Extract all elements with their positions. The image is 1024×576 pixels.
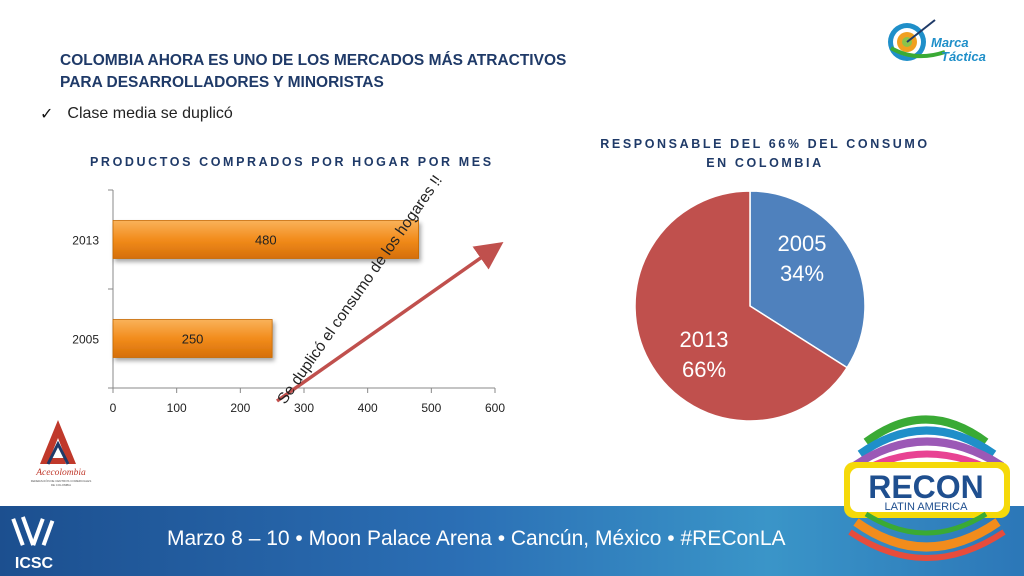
recon-logo: RECON LATIN AMERICA [844, 415, 1010, 561]
bullet-item: ✓ Clase media se duplicó [40, 104, 233, 124]
bar-x-tick-label: 300 [294, 401, 314, 415]
acecolombia-logo: Acecolombia FEDERACIÓN DE CENTROS COMERC… [31, 420, 92, 487]
slide-title-line2: PARA DESARROLLADORES Y MINORISTAS [60, 74, 384, 91]
bar-x-tick-label: 200 [230, 401, 250, 415]
pie-title-line2: EN COLOMBIA [706, 156, 824, 170]
acecolombia-sub2: DE COLOMBIA [51, 483, 71, 487]
tactica-text: Táctica [941, 49, 986, 64]
pie-slice-2013 [634, 190, 849, 422]
bar-x-tick-label: 600 [485, 401, 505, 415]
bar-2005 [112, 319, 273, 358]
pie-label-pct-2005: 34% [780, 261, 824, 286]
recon-text: RECON [868, 469, 984, 505]
pie-label-year-2005: 2005 [778, 231, 827, 256]
footer-event-text: Marzo 8 – 10 • Moon Palace Arena • Cancú… [167, 527, 786, 550]
pie-label-pct-2013: 66% [682, 357, 726, 382]
acecolombia-sub1: FEDERACIÓN DE CENTROS COMERCIALES [31, 478, 92, 483]
bar-2013 [112, 220, 420, 259]
arrow-line [275, 241, 504, 403]
pie-label-year-2013: 2013 [680, 327, 729, 352]
marca-tactica-logo: Marca Táctica [888, 19, 986, 64]
bar-x-tick-label: 500 [421, 401, 441, 415]
slide-title: COLOMBIA AHORA ES UNO DE LOS MERCADOS MÁ… [60, 50, 620, 94]
bar-x-tick-label: 100 [167, 401, 187, 415]
bar-x-tick-label: 0 [110, 401, 117, 415]
pie-chart-title: RESPONSABLE DEL 66% DEL CONSUMO EN COLOM… [590, 135, 940, 173]
icsc-logo: ICSC [11, 516, 55, 572]
bar-value-label-2013: 480 [255, 233, 277, 248]
bar-category-label-2005: 2005 [72, 333, 99, 347]
bar-category-label-2013: 2013 [72, 234, 99, 248]
recon-sub-text: LATIN AMERICA [885, 501, 969, 513]
marca-text: Marca [931, 35, 969, 50]
bar-x-tick-label: 400 [358, 401, 378, 415]
icsc-text: ICSC [15, 555, 54, 572]
slide-title-line1: COLOMBIA AHORA ES UNO DE LOS MERCADOS MÁ… [60, 52, 567, 69]
pie-title-line1: RESPONSABLE DEL 66% DEL CONSUMO [600, 137, 930, 151]
bar-chart-title: PRODUCTOS COMPRADOS POR HOGAR POR MES [90, 155, 494, 169]
bullet-text: Clase media se duplicó [67, 105, 233, 122]
checkmark-icon: ✓ [40, 106, 54, 123]
bar-value-label-2005: 250 [182, 332, 204, 347]
acecolombia-text: Acecolombia [35, 468, 86, 478]
